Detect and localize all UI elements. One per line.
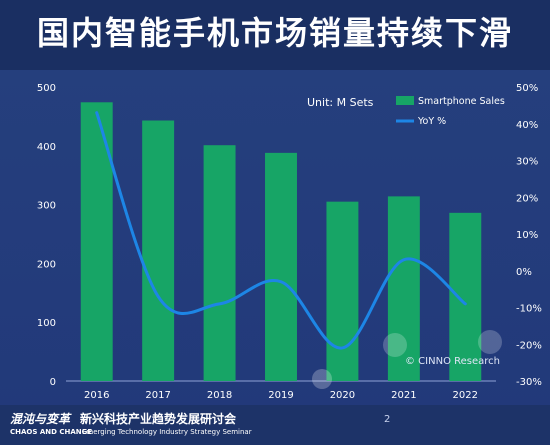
x-axis-ticks: 2016 2017 2018 2019 2020 2021 2022 (84, 390, 478, 401)
right-tick-label: 30% (516, 157, 538, 168)
right-axis-ticks: -30% -20% -10% 0% 10% 20% 30% 40% 50% (516, 83, 542, 388)
left-tick-label: 300 (37, 201, 56, 212)
glow-markers (312, 330, 502, 389)
glow-marker (383, 333, 407, 357)
footer-brand-en-2: Emerging Technology Industry Strategy Se… (82, 428, 252, 436)
legend: Smartphone Sales YoY % (396, 96, 505, 127)
bar (142, 120, 175, 382)
title-band (0, 0, 550, 70)
bar (265, 152, 297, 381)
left-tick-label: 100 (37, 318, 56, 329)
x-tick-label: 2016 (84, 390, 109, 401)
left-tick-label: 200 (37, 259, 56, 270)
legend-bar-label: Smartphone Sales (418, 96, 505, 107)
footer-band (0, 405, 550, 445)
glow-marker (312, 369, 332, 389)
x-tick-label: 2020 (330, 390, 355, 401)
right-tick-label: 40% (516, 120, 538, 131)
unit-label: Unit: M Sets (307, 96, 374, 109)
bar (80, 102, 113, 382)
x-tick-label: 2018 (207, 390, 232, 401)
x-tick-label: 2021 (391, 390, 416, 401)
footer-brand-cn-1: 混沌与变革 (10, 412, 71, 426)
left-tick-label: 0 (50, 377, 56, 388)
bar (449, 212, 482, 381)
footer-brand-cn-2: 新兴科技产业趋势发展研讨会 (80, 412, 237, 426)
bar (387, 196, 420, 381)
right-tick-label: -10% (516, 304, 542, 315)
footer-brand-en-1: CHAOS AND CHANGE (10, 428, 93, 436)
bar (326, 201, 359, 381)
right-tick-label: 50% (516, 83, 538, 94)
legend-bar-swatch (396, 96, 414, 105)
right-tick-label: -20% (516, 340, 542, 351)
left-tick-label: 500 (37, 83, 56, 94)
page-title: 国内智能手机市场销量持续下滑 (36, 14, 513, 52)
glow-marker (478, 330, 502, 354)
right-tick-label: -30% (516, 377, 542, 388)
bar-series (80, 102, 482, 382)
left-tick-label: 400 (37, 142, 56, 153)
x-tick-label: 2019 (268, 390, 293, 401)
page-number: 2 (384, 414, 391, 425)
bar (203, 145, 236, 381)
yoy-line-series (95, 111, 467, 350)
right-tick-label: 10% (516, 230, 538, 241)
right-tick-label: 20% (516, 193, 538, 204)
x-tick-label: 2022 (453, 390, 478, 401)
right-tick-label: 0% (516, 267, 532, 278)
legend-line-label: YoY % (417, 116, 446, 127)
source-credit: © CINNO Research (405, 356, 500, 367)
left-axis-ticks: 0 100 200 300 400 500 (37, 83, 56, 388)
x-tick-label: 2017 (145, 390, 170, 401)
